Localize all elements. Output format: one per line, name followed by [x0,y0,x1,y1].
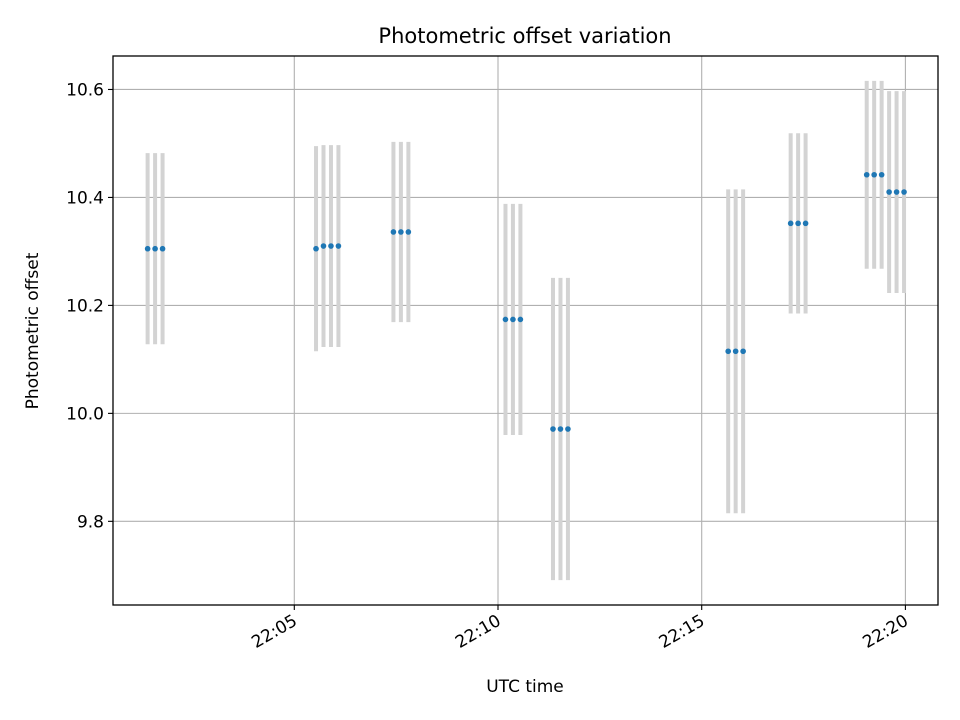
data-point [893,189,900,195]
data-point [901,189,907,195]
data-point [152,245,158,252]
data-point [320,243,327,249]
data-point [335,243,342,249]
data-point [565,426,571,432]
data-point [502,316,509,323]
data-point [405,229,412,235]
data-point [787,220,794,227]
data-point [390,229,397,235]
data-point [557,426,564,432]
y-tick-label: 10.4 [66,188,104,208]
y-tick-label: 10.0 [66,404,104,424]
data-point [398,229,404,235]
y-axis-label: Photometric offset [23,252,43,409]
data-point [802,220,809,227]
data-point [144,245,151,252]
data-point [795,220,801,227]
data-point [510,316,516,323]
grid-lines [113,56,938,605]
data-point [313,245,319,252]
data-point [878,171,885,178]
data-points [144,171,907,432]
data-point [863,171,870,178]
data-point [886,189,892,195]
data-point [871,171,877,178]
y-tick-label: 9.8 [77,512,104,532]
y-axis-ticks: 9.8 10.0 10.2 10.4 10.6 [66,80,113,532]
y-tick-label: 10.6 [66,80,104,100]
data-point [732,348,739,355]
data-point [725,348,731,355]
data-point [517,316,524,323]
data-point [550,426,556,432]
x-axis-label: UTC time [486,677,564,697]
plot-frame [112,55,939,606]
data-point [159,245,166,252]
chart-title: Photometric offset variation [378,24,671,48]
y-tick-label: 10.2 [66,296,104,316]
data-point [740,348,746,355]
data-point [328,243,334,249]
